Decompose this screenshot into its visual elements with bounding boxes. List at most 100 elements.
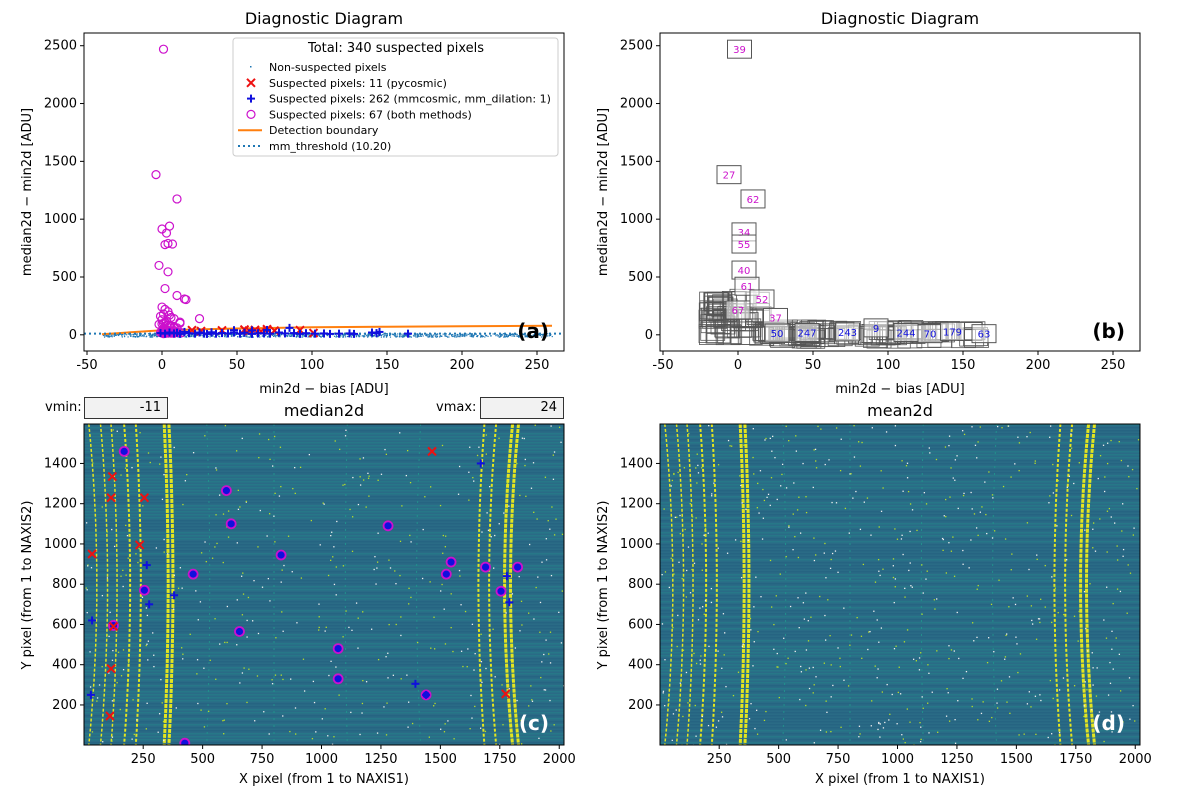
hot-pixel-speck [1023,733,1025,735]
hot-pixel-speck [670,557,672,559]
hot-pixel-speck [1049,679,1052,682]
hot-pixel-speck [986,661,989,664]
panel-a-ylabel: median2d − min2d [ADU] [20,108,35,276]
hot-pixel-speck [767,493,770,496]
non-suspected-dot [403,336,405,338]
spectral-stripe [167,424,175,745]
hot-pixel-speck [1034,462,1036,464]
heatmap-band [660,436,1140,438]
heatmap-band [660,559,1140,561]
hot-pixel-speck [407,726,409,728]
hot-pixel-speck [900,538,903,540]
non-suspected-dot [436,333,438,335]
hot-pixel-speck [468,471,470,473]
hot-pixel-speck [837,571,839,573]
hot-pixel-speck [457,493,460,495]
hot-pixel-speck [990,603,993,606]
heatmap-band [660,697,1140,699]
heatmap-band [84,619,564,621]
hot-pixel-speck [552,454,554,456]
hot-pixel-speck [416,641,419,644]
hot-pixel-speck [752,428,754,430]
heatmap-band [84,622,564,624]
pixel-label-box: 55 [731,234,757,254]
hot-pixel-speck [958,657,960,660]
mmcosmic-point [375,327,384,336]
hot-pixel-speck [333,736,335,738]
non-suspected-dot [138,335,140,338]
hot-pixel-speck [429,486,432,488]
hot-pixel-speck [525,495,527,497]
hot-pixel-speck [863,501,865,503]
hot-pixel-speck [224,424,227,427]
non-suspected-dot [307,336,309,338]
hot-pixel-speck [215,467,217,469]
hot-pixel-speck [705,594,708,596]
hot-pixel-speck [539,601,542,604]
pixel-label-number: 55 [738,240,751,251]
hot-pixel-speck [877,558,880,561]
non-suspected-dot [309,334,311,337]
heatmap-band [84,505,564,507]
hot-pixel-speck [695,735,697,737]
hot-pixel-speck [991,716,993,719]
hot-pixel-speck [295,733,297,735]
hot-pixel-speck [392,674,395,676]
hot-pixel-speck [1085,627,1087,630]
non-suspected-dot [495,335,497,337]
hot-pixel-speck [163,538,165,541]
hot-pixel-speck [1107,694,1110,696]
heatmap-band [660,577,1140,579]
hot-pixel-speck [962,549,964,552]
hot-pixel-speck [1036,558,1038,561]
non-suspected-dot [296,334,299,336]
hot-pixel-speck [676,645,678,648]
hot-pixel-speck [772,435,774,438]
non-suspected-dot [122,333,124,336]
non-suspected-dot [291,333,293,336]
panel-a-xlabel: min2d − bias [ADU] [259,382,389,397]
both-methods-marker [118,445,130,457]
hot-pixel-speck [324,708,326,710]
vmax-input[interactable]: 24 [480,397,564,419]
pixel-label-number: 50 [771,329,784,340]
heatmap-band [84,736,564,738]
non-suspected-dot [139,334,142,336]
heatmap-band [84,604,564,606]
hot-pixel-speck [433,648,436,650]
hot-pixel-speck [693,562,696,564]
non-suspected-dot [290,335,292,337]
hot-pixel-speck [837,647,839,649]
hot-pixel-speck [342,484,344,486]
spectral-stripe [738,424,746,745]
hot-pixel-speck [315,731,317,733]
hot-pixel-speck [480,633,482,635]
hot-pixel-speck [707,724,710,727]
hot-pixel-speck [1039,694,1041,696]
non-suspected-dot [131,334,133,336]
heatmap-band [84,676,564,678]
non-suspected-dot [148,334,150,336]
non-suspected-dot [484,336,486,338]
vmin-input[interactable]: -11 [84,397,168,419]
hot-pixel-speck [258,433,261,435]
hot-pixel-speck [200,552,203,554]
hot-pixel-speck [361,702,364,705]
hot-pixel-speck [877,668,879,670]
hot-pixel-speck [902,738,905,740]
hot-pixel-speck [399,540,402,542]
heatmap-band [84,625,564,627]
non-suspected-dot [492,333,494,335]
non-suspected-dot [505,335,507,337]
non-suspected-dot [313,336,315,338]
hot-pixel-speck [699,659,701,661]
hot-pixel-speck [962,563,964,565]
hot-pixel-speck [214,546,216,548]
hot-pixel-speck [106,577,109,579]
heatmap-band [660,718,1140,720]
non-suspected-dot [291,335,293,337]
hot-pixel-speck [545,538,547,540]
hot-pixel-speck [292,487,294,490]
non-suspected-dot [471,334,473,336]
heatmap-band [84,490,564,492]
